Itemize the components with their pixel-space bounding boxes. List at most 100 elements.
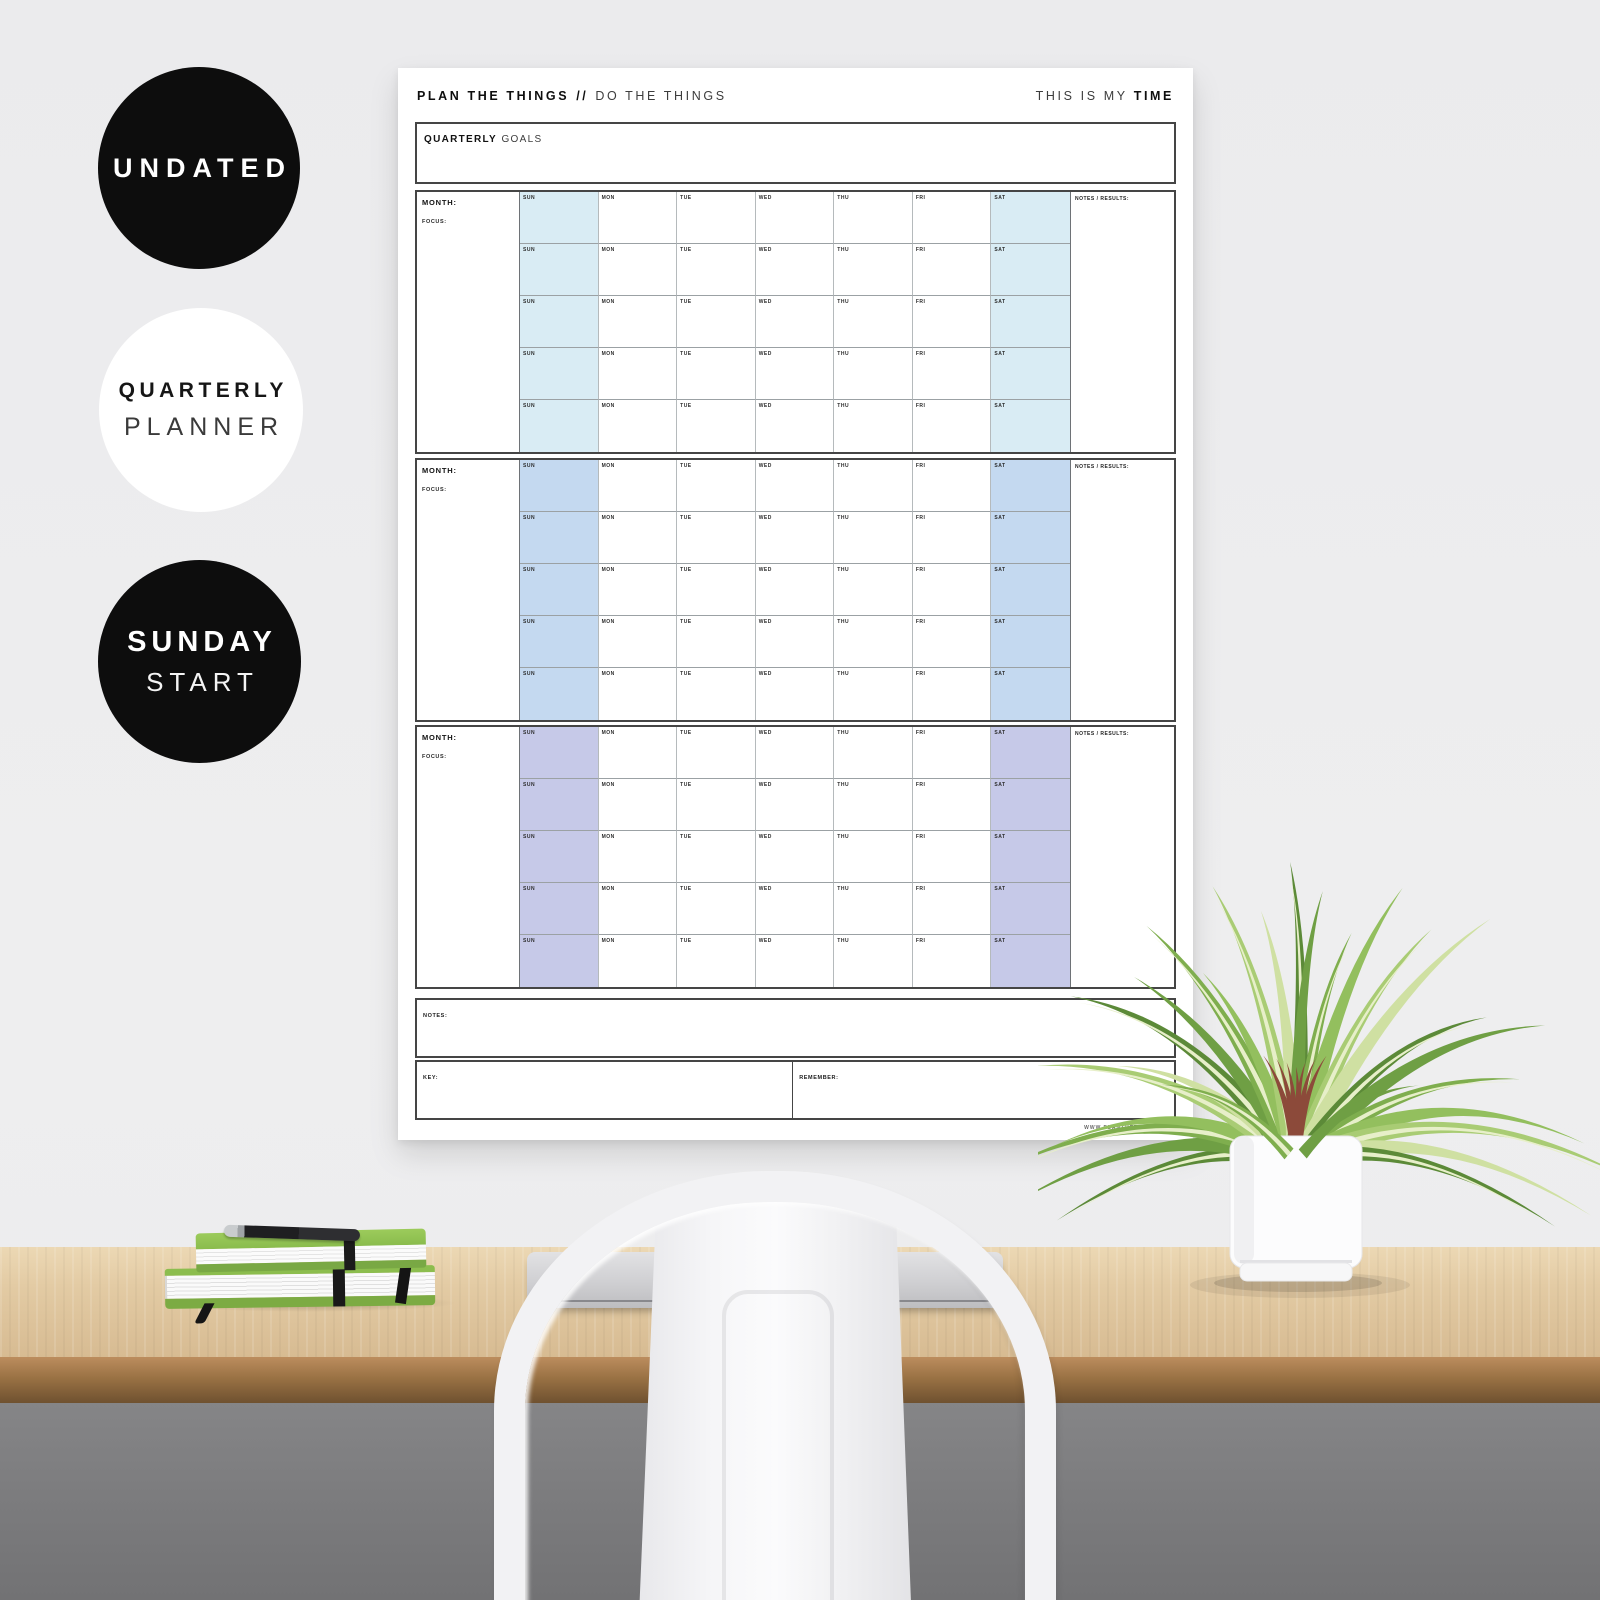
day-cell-sat-week3: SAT [991, 564, 1070, 616]
day-header-label: TUE [680, 247, 692, 253]
day-cell-sat-week4: SAT [991, 348, 1070, 400]
day-cell-sun-week5: SUN [520, 400, 599, 452]
goals-label-bold: QUARTERLY [424, 134, 498, 145]
day-cell-sat-week5: SAT [991, 935, 1070, 987]
day-cell-tue-week1: TUE [677, 192, 756, 244]
day-header-label: SAT [994, 619, 1006, 625]
day-header-label: WED [758, 886, 772, 892]
day-header-label: SUN [523, 671, 536, 677]
day-header-label: MON [601, 195, 615, 201]
title-time: TIME [1133, 89, 1174, 103]
day-header-label: TUE [680, 195, 692, 201]
day-header-label: TUE [680, 782, 692, 788]
day-header-label: MON [601, 782, 615, 788]
day-header-label: MON [601, 730, 615, 736]
notes-results-column: NOTES / RESULTS: [1069, 727, 1174, 987]
key-box: KEY: [417, 1062, 794, 1118]
day-cell-thu-week4: THU [834, 348, 913, 400]
day-cell-thu-week1: THU [834, 192, 913, 244]
day-cell-wed-week4: WED [755, 883, 835, 935]
day-cell-fri-week1: FRI [912, 727, 992, 779]
day-header-label: SUN [523, 619, 536, 625]
day-cell-sun-week2: SUN [520, 244, 599, 296]
day-header-label: FRI [915, 834, 926, 840]
notebook-elastic-band [332, 1266, 346, 1307]
day-cell-fri-week2: FRI [912, 779, 992, 831]
day-header-label: SUN [523, 567, 536, 573]
day-header-label: FRI [915, 403, 926, 409]
badge-start-label: START [146, 666, 259, 697]
day-cell-sun-week2: SUN [520, 512, 599, 564]
day-cell-wed-week3: WED [755, 831, 835, 883]
day-header-label: TUE [680, 834, 692, 840]
month-focus-column: MONTH: FOCUS: [417, 460, 520, 720]
day-cell-wed-week1: WED [755, 460, 835, 512]
goals-label-light: GOALS [501, 134, 543, 145]
day-cell-fri-week4: FRI [912, 348, 992, 400]
day-cell-tue-week4: TUE [677, 348, 756, 400]
day-cell-wed-week5: WED [756, 935, 835, 987]
day-cell-tue-week3: TUE [677, 564, 756, 616]
day-header-label: SAT [994, 247, 1006, 253]
day-header-label: THU [837, 619, 850, 625]
day-cell-mon-week3: MON [598, 564, 678, 616]
day-cell-mon-week5: MON [599, 400, 678, 452]
day-header-label: MON [601, 567, 615, 573]
day-cell-sat-week5: SAT [991, 668, 1070, 720]
badge-quarterly-planner: QUARTERLY PLANNER [99, 308, 303, 512]
day-cell-sun-week5: SUN [520, 935, 599, 987]
day-cell-mon-week4: MON [598, 883, 678, 935]
day-header-label: MON [601, 938, 615, 944]
day-cell-wed-week5: WED [756, 668, 835, 720]
day-header-label: TUE [680, 567, 692, 573]
day-header-label: WED [758, 247, 772, 253]
day-cell-wed-week3: WED [755, 296, 835, 348]
day-header-label: FRI [915, 463, 926, 469]
day-header-label: SUN [523, 463, 536, 469]
day-cell-thu-week3: THU [834, 831, 913, 883]
day-cell-tue-week2: TUE [677, 244, 756, 296]
day-cell-sat-week2: SAT [991, 779, 1070, 831]
day-header-label: WED [758, 938, 772, 944]
day-header-label: SAT [994, 567, 1006, 573]
day-cell-sun-week3: SUN [520, 831, 599, 883]
day-header-label: SAT [994, 730, 1006, 736]
day-cell-fri-week5: FRI [913, 668, 992, 720]
day-cell-thu-week2: THU [834, 244, 913, 296]
day-header-label: MON [601, 403, 615, 409]
day-header-label: WED [758, 299, 772, 305]
day-header-label: FRI [915, 195, 926, 201]
day-cell-tue-week5: TUE [677, 935, 756, 987]
day-header-label: THU [837, 938, 850, 944]
day-cell-wed-week2: WED [755, 512, 835, 564]
day-cell-thu-week1: THU [834, 727, 913, 779]
day-header-label: THU [837, 886, 850, 892]
day-cell-tue-week5: TUE [677, 400, 756, 452]
day-cell-mon-week2: MON [598, 244, 678, 296]
day-cell-thu-week2: THU [834, 779, 913, 831]
day-header-label: SAT [994, 782, 1006, 788]
day-cell-tue-week3: TUE [677, 296, 756, 348]
day-header-label: TUE [680, 730, 692, 736]
day-cell-sun-week4: SUN [520, 616, 599, 668]
day-header-label: SUN [523, 299, 536, 305]
day-cell-thu-week5: THU [834, 668, 913, 720]
potted-spider-plant [1038, 861, 1600, 1298]
quarterly-goals-box: QUARTERLY GOALS [415, 122, 1176, 184]
day-cell-tue-week3: TUE [677, 831, 756, 883]
day-cell-thu-week5: THU [834, 400, 913, 452]
badge-sunday-label: SUNDAY [127, 625, 277, 658]
day-cell-thu-week3: THU [834, 564, 913, 616]
day-header-label: MON [601, 619, 615, 625]
day-cell-thu-week1: THU [834, 460, 913, 512]
day-header-label: MON [601, 247, 615, 253]
day-cell-mon-week5: MON [599, 668, 678, 720]
day-cell-sun-week3: SUN [520, 296, 599, 348]
day-header-label: FRI [915, 782, 926, 788]
day-header-label: SUN [523, 247, 536, 253]
day-cell-sat-week5: SAT [991, 400, 1070, 452]
day-header-label: THU [837, 247, 850, 253]
day-header-label: FRI [915, 619, 926, 625]
day-header-label: SUN [523, 886, 536, 892]
day-cell-fri-week5: FRI [913, 400, 992, 452]
